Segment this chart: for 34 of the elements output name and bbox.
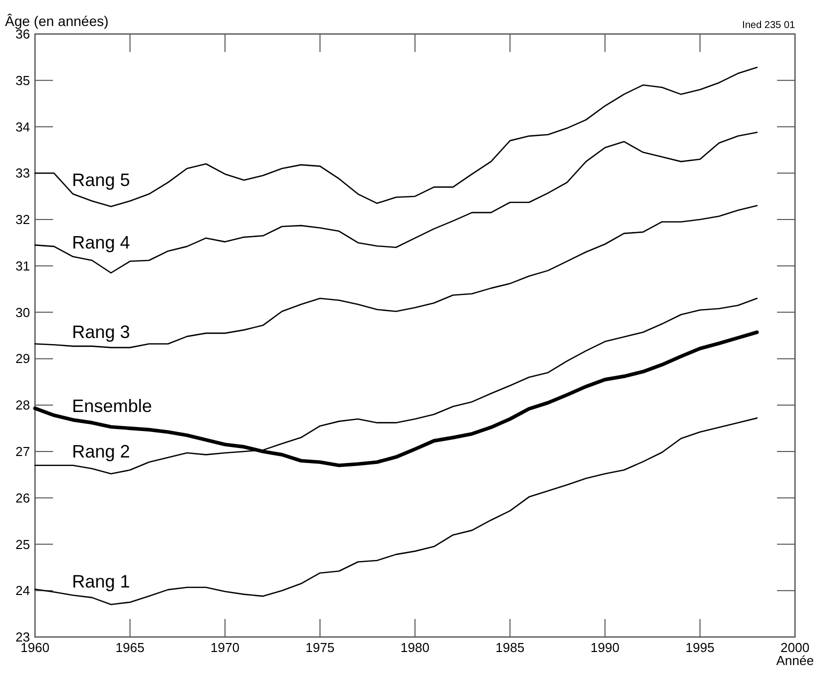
- y-tick-label: 34: [16, 119, 30, 134]
- series-label: Ensemble: [72, 396, 152, 416]
- y-tick-label: 25: [16, 536, 30, 552]
- line-series: [34, 204, 758, 348]
- x-tick-label: 2000: [780, 640, 810, 655]
- x-axis-title: Année: [776, 653, 814, 668]
- y-tick-label: 35: [16, 72, 30, 88]
- series-label: Rang 5: [72, 170, 130, 190]
- y-tick-label: 28: [16, 398, 30, 413]
- line-series: [34, 417, 758, 606]
- y-tick-label: 27: [16, 444, 30, 460]
- line-series: [34, 66, 758, 208]
- series-label: Rang 2: [72, 441, 130, 462]
- line-series: [34, 132, 758, 274]
- x-tick-label: 1970: [210, 640, 240, 655]
- y-tick-label: 30: [16, 304, 30, 320]
- y-tick-label: 26: [16, 490, 30, 506]
- y-axis-title: Âge (en années): [5, 13, 109, 29]
- series-label: Rang 3: [72, 322, 130, 342]
- y-tick-label: 29: [16, 351, 30, 366]
- x-tick-label: 1975: [306, 640, 334, 655]
- text: Ined 235 01: [742, 20, 796, 31]
- x-tick-label: 1980: [400, 640, 430, 655]
- x-tick-label: 1990: [590, 640, 620, 655]
- line-series: [34, 298, 758, 474]
- y-tick-label: 33: [16, 166, 30, 181]
- series-label: Rang 1: [72, 571, 130, 592]
- y-tick-label: 24: [16, 583, 30, 598]
- x-tick-label: 1985: [496, 640, 524, 655]
- series-label: Rang 4: [72, 232, 130, 253]
- y-tick-label: 31: [16, 258, 30, 274]
- x-tick-label: 1995: [686, 640, 714, 655]
- x-tick-label: 1965: [116, 640, 144, 655]
- y-tick-label: 32: [16, 212, 30, 228]
